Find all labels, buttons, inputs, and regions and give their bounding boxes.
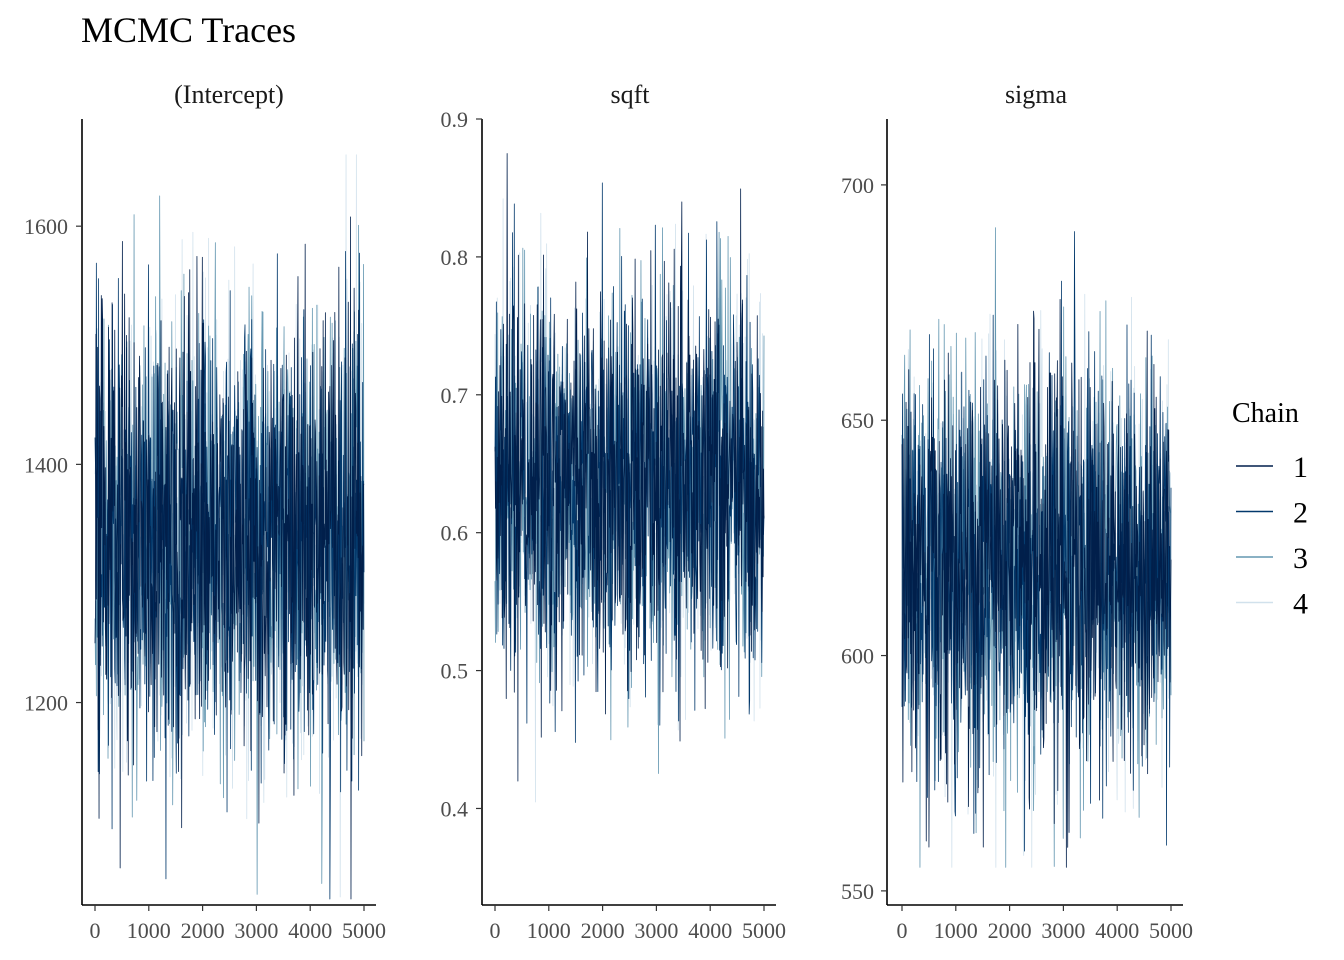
y-tick-label: 550 (841, 879, 874, 904)
x-tick-label: 1000 (934, 918, 978, 943)
x-tick-label: 4000 (1095, 918, 1139, 943)
panel-sqft: sqft 0.4 0.5 0.6 0.7 0.8 0.9 0 1000 2000 3000 4000… (441, 80, 787, 943)
x-tick-label: 4000 (688, 918, 732, 943)
trace-chain-1 (94, 216, 365, 900)
x-tick-label: 1000 (527, 918, 571, 943)
x-tick-label: 4000 (288, 918, 332, 943)
x-tick-label: 0 (490, 918, 501, 943)
y-tick-label: 650 (841, 408, 874, 433)
trace-lines-sigma (901, 227, 1172, 868)
x-tick-label: 3000 (1041, 918, 1085, 943)
y-tick-label: 0.4 (441, 796, 469, 821)
panel-title-intercept: (Intercept) (174, 80, 284, 109)
trace-chain-1 (494, 153, 765, 782)
x-tick-label: 3000 (234, 918, 278, 943)
panel-intercept: (Intercept) 1200 1400 1600 0 1000 2000 3000 400… (24, 80, 386, 943)
trace-lines-sqft (494, 153, 765, 803)
axes-sqft: 0.4 0.5 0.6 0.7 0.8 0.9 0 1000 2000 3000 4000 5000 (441, 107, 787, 943)
legend-label-chain-1: 1 (1293, 451, 1308, 484)
legend-title: Chain (1232, 398, 1299, 429)
panel-title-sigma: sigma (1005, 80, 1068, 109)
axes-intercept: 1200 1400 1600 0 1000 2000 3000 4000 5000 (24, 119, 386, 943)
x-tick-label: 3000 (634, 918, 678, 943)
legend: Chain 1 2 3 4 (1232, 398, 1308, 621)
x-tick-label: 2000 (181, 918, 225, 943)
x-tick-label: 0 (90, 918, 101, 943)
y-tick-label: 1400 (24, 452, 68, 477)
y-tick-label: 0.7 (441, 383, 469, 408)
x-tick-label: 5000 (342, 918, 386, 943)
x-tick-label: 5000 (742, 918, 786, 943)
panel-sigma: sigma 550 600 650 700 0 1000 2000 3000 4000 5000 (841, 80, 1193, 943)
x-tick-label: 2000 (581, 918, 625, 943)
axes-sigma: 550 600 650 700 0 1000 2000 3000 4000 5000 (841, 119, 1193, 943)
legend-label-chain-2: 2 (1293, 497, 1308, 530)
y-tick-label: 700 (841, 173, 874, 198)
trace-chain-2 (94, 251, 365, 900)
y-tick-label: 0.6 (441, 521, 469, 546)
panel-title-sqft: sqft (611, 80, 651, 109)
y-tick-label: 0.5 (441, 659, 469, 684)
trace-lines-intercept (94, 154, 365, 900)
x-tick-label: 0 (897, 918, 908, 943)
legend-label-chain-3: 3 (1293, 542, 1308, 575)
y-tick-label: 0.8 (441, 245, 469, 270)
legend-label-chain-4: 4 (1293, 588, 1308, 621)
trace-chain-1 (901, 299, 1172, 868)
y-tick-label: 1600 (24, 214, 68, 239)
x-tick-label: 2000 (988, 918, 1032, 943)
y-tick-label: 0.9 (441, 107, 469, 132)
y-tick-label: 1200 (24, 691, 68, 716)
chart-title: MCMC Traces (81, 10, 296, 50)
x-tick-label: 1000 (127, 918, 171, 943)
y-tick-label: 600 (841, 644, 874, 669)
x-tick-label: 5000 (1149, 918, 1193, 943)
